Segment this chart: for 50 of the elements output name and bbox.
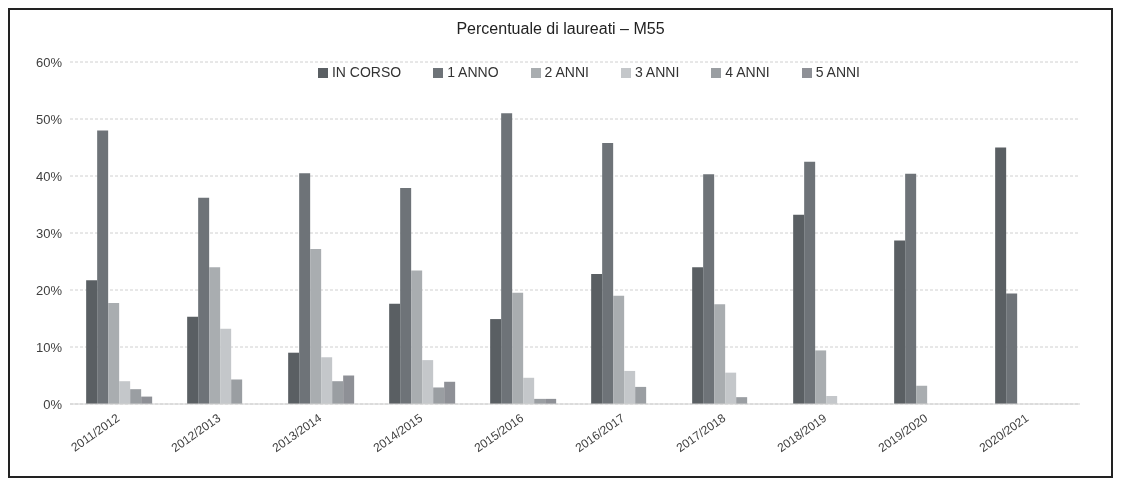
bar [97, 130, 109, 404]
bar [512, 292, 524, 404]
bar [389, 303, 401, 404]
bar [602, 142, 614, 404]
bar [130, 389, 142, 404]
y-tick-label: 40% [35, 168, 63, 184]
bar [433, 387, 445, 404]
chart-title: Percentuale di laureati – M55 [455, 20, 666, 39]
bar [916, 385, 928, 404]
y-tick-label: 60% [35, 54, 63, 70]
bar [86, 280, 98, 404]
y-tick-label: 50% [35, 111, 63, 127]
bar [332, 381, 344, 404]
bar [692, 267, 704, 404]
bar [815, 350, 827, 404]
bar [501, 113, 513, 404]
bar [894, 240, 906, 404]
bar [198, 197, 210, 404]
bar [613, 295, 625, 404]
bar [714, 304, 726, 404]
bar [187, 316, 199, 404]
bar [288, 352, 300, 404]
bar [905, 173, 917, 404]
bar [299, 173, 311, 404]
bar [400, 187, 412, 404]
y-tick-label: 30% [35, 225, 63, 241]
bar [635, 386, 647, 404]
bar [310, 248, 322, 404]
bar [1006, 293, 1018, 404]
legend-label: 2 ANNI [544, 64, 589, 80]
bar [490, 319, 502, 404]
y-tick-label: 10% [35, 339, 63, 355]
bar [411, 270, 423, 404]
bar [995, 147, 1007, 404]
bar [703, 174, 715, 404]
bar [591, 274, 603, 404]
bar [343, 375, 355, 404]
bar [793, 214, 805, 404]
legend-label: 1 ANNO [447, 64, 499, 80]
legend-label: 3 ANNI [634, 64, 680, 80]
bar [444, 381, 456, 404]
bar [231, 379, 243, 404]
legend-label: 5 ANNI [815, 64, 861, 80]
bar [209, 267, 221, 404]
bar [108, 303, 120, 404]
bar [804, 161, 816, 404]
legend-label: 4 ANNI [725, 64, 770, 80]
legend-label: IN CORSO [331, 64, 402, 80]
y-tick-label: 0% [43, 396, 63, 412]
y-tick-label: 20% [35, 282, 63, 298]
